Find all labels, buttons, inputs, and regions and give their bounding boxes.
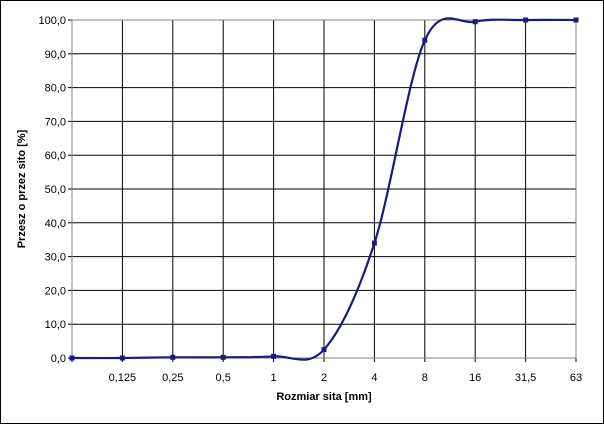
x-tick-label: 8	[422, 372, 428, 384]
y-tick-label: 40,0	[45, 218, 66, 230]
x-tick-label: 0,5	[216, 372, 231, 384]
y-tick-label: 10,0	[45, 319, 66, 331]
data-point	[422, 37, 428, 43]
y-axis-title: Przesz o przez sito [%]	[16, 129, 28, 248]
data-point	[573, 17, 579, 23]
data-point	[119, 355, 125, 361]
data-point	[321, 347, 327, 353]
y-tick-label: 90,0	[45, 49, 66, 61]
y-tick-label: 100,0	[38, 15, 66, 27]
plot-outline	[71, 19, 577, 359]
x-tick-label: 4	[371, 372, 377, 384]
x-tick-label: 0,25	[162, 372, 183, 384]
x-tick-labels: 0,125 0,25 0,5 1 2 4 8 16 31,5 63	[109, 372, 582, 384]
data-point	[523, 17, 529, 23]
y-tick-labels: 0,0 10,0 20,0 30,0 40,0 50,0 60,0 70,0 80,0 90,0 1…	[38, 15, 66, 365]
series-group	[69, 17, 579, 361]
y-tick-label: 70,0	[45, 116, 66, 128]
y-tick-label: 80,0	[45, 83, 66, 95]
y-tick-label: 60,0	[45, 150, 66, 162]
data-point	[170, 354, 176, 360]
x-tick-label: 0,125	[109, 372, 137, 384]
x-tick-label: 16	[469, 372, 481, 384]
data-point	[472, 19, 478, 25]
x-tick-label: 2	[321, 372, 327, 384]
plot-border	[71, 19, 577, 359]
data-point	[69, 355, 75, 361]
x-tick-label: 31,5	[515, 372, 536, 384]
y-tick-label: 30,0	[45, 252, 66, 264]
y-tick-label: 0,0	[51, 353, 66, 365]
x-tick-label: 1	[271, 372, 277, 384]
y-tick-label: 20,0	[45, 285, 66, 297]
x-axis-title: Rozmiar sita [mm]	[276, 391, 372, 403]
data-point	[271, 353, 277, 359]
x-tick-label: 63	[570, 372, 582, 384]
y-tick-label: 50,0	[45, 184, 66, 196]
data-point	[371, 240, 377, 246]
data-point	[220, 354, 226, 360]
